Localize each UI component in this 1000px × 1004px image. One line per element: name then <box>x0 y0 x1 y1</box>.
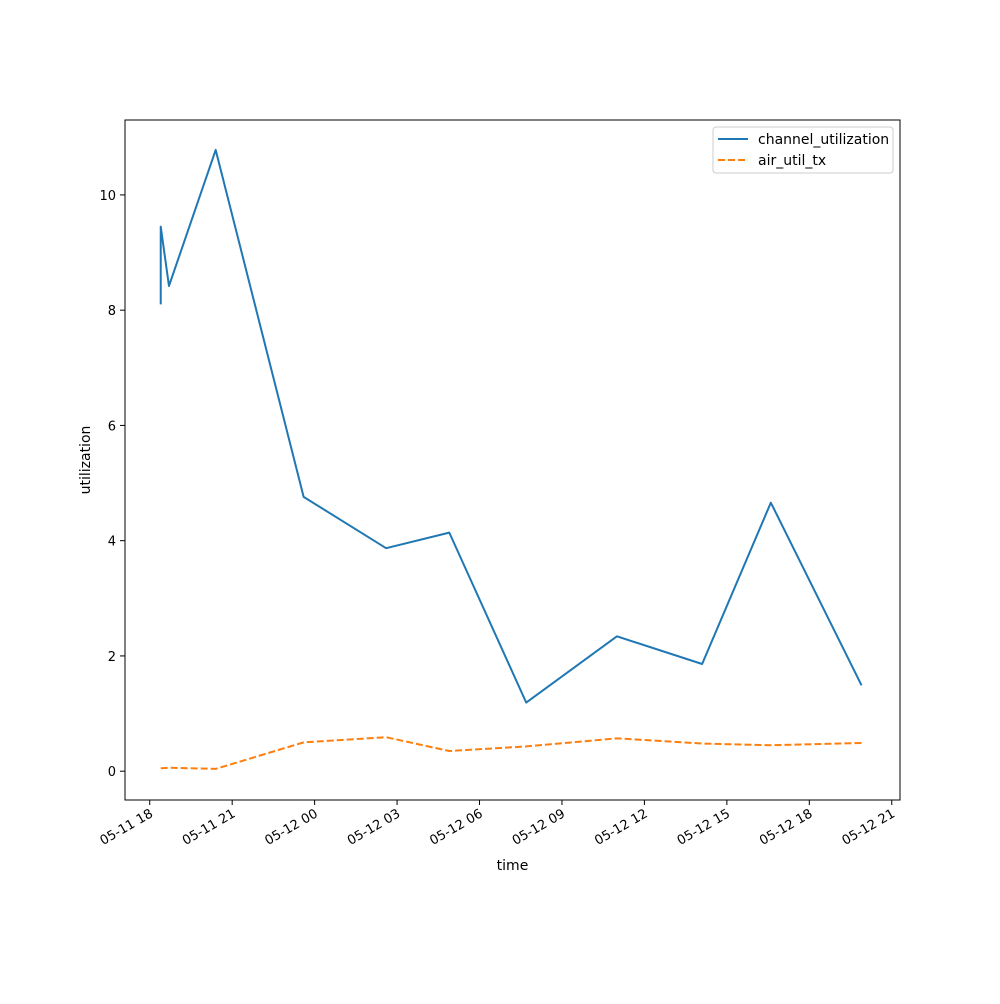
x-tick-label: 05-12 00 <box>263 806 321 848</box>
legend: channel_utilization air_util_tx <box>712 126 894 174</box>
series-line-channel-utilization <box>159 148 863 704</box>
x-tick-label: 05-11 18 <box>98 806 156 848</box>
x-tick-label: 05-12 15 <box>675 806 733 848</box>
x-tick-label: 05-12 09 <box>510 806 568 848</box>
y-tick-label: 8 <box>108 304 116 319</box>
y-tick-label: 6 <box>108 419 116 434</box>
y-tick-label: 0 <box>108 765 116 780</box>
x-tick-label: 05-12 03 <box>345 806 403 848</box>
x-axis-label: time <box>497 858 529 874</box>
x-tick-label: 05-12 21 <box>840 806 898 848</box>
series-line-air-util-tx <box>160 736 862 770</box>
x-tick-label: 05-12 12 <box>592 806 650 848</box>
y-tick-label: 10 <box>99 189 116 204</box>
legend-box <box>712 126 894 174</box>
plot-frame <box>124 119 901 801</box>
x-tick-label: 05-12 06 <box>427 806 485 848</box>
legend-label-channel-utilization: channel_utilization <box>758 132 889 148</box>
x-tick-label: 05-12 18 <box>757 806 815 848</box>
legend-label-air-util-tx: air_util_tx <box>758 153 826 169</box>
x-tick-label: 05-11 21 <box>180 806 238 848</box>
ticks-layer: 05-11 18 05-11 21 05-12 00 05-12 03 05-12 06… <box>98 189 898 849</box>
y-tick-label: 4 <box>108 535 116 550</box>
y-axis-label: utilization <box>78 426 94 495</box>
series-layer <box>159 148 863 770</box>
y-tick-label: 2 <box>108 650 116 665</box>
